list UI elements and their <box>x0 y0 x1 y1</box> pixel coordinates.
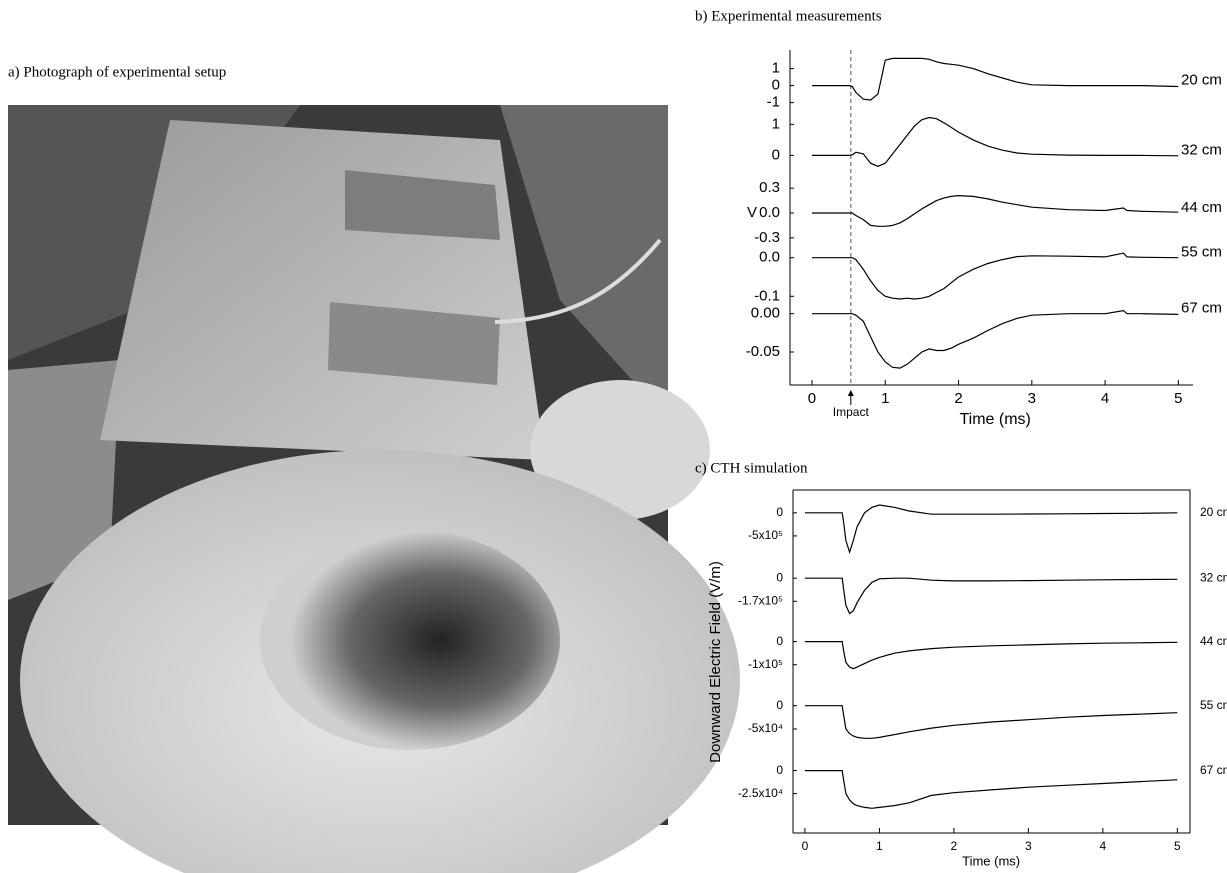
series-label: 32 cm <box>1181 141 1222 158</box>
series-label: 32 cm <box>1200 570 1227 584</box>
x-tick-label: 4 <box>1101 390 1109 407</box>
y-tick-label: -1.7x10⁵ <box>738 593 783 607</box>
x-tick-label: 5 <box>1174 839 1181 853</box>
y-tick-label: 0.0 <box>759 204 780 221</box>
series-label: 55 cm <box>1181 244 1222 261</box>
series-label: 44 cm <box>1181 199 1222 216</box>
trace <box>812 116 1179 167</box>
y-tick-label: 1 <box>772 115 780 132</box>
x-tick-label: 5 <box>1174 390 1182 407</box>
y-axis-label: Downward Electric Field (V/m) <box>707 561 724 763</box>
y-tick-label: 0 <box>776 505 783 519</box>
panel-title: a) Photograph of experimental setup <box>8 64 226 80</box>
x-axis-label: Time (ms) <box>959 411 1030 428</box>
y-tick-label: -0.3 <box>754 229 780 246</box>
y-tick-label: 0 <box>772 146 780 163</box>
trace <box>804 705 1178 739</box>
y-tick-label: 0 <box>776 634 783 648</box>
y-tick-label: -0.05 <box>746 343 780 360</box>
y-tick-label: 1 <box>772 60 780 77</box>
x-tick-label: 3 <box>1025 839 1032 853</box>
x-tick-label: 1 <box>876 839 883 853</box>
x-tick-label: 1 <box>881 390 889 407</box>
series-label: 67 cm <box>1200 763 1227 777</box>
y-tick-label: 0 <box>776 570 783 584</box>
series-label: 20 cm <box>1200 505 1227 519</box>
x-tick-label: 3 <box>1028 390 1036 407</box>
y-axis-label: V <box>747 204 757 221</box>
trace <box>812 57 1179 101</box>
x-tick-label: 2 <box>954 390 962 407</box>
y-tick-label: 0.3 <box>759 179 780 196</box>
trace <box>812 194 1179 227</box>
x-tick-label: 0 <box>802 839 809 853</box>
y-tick-label: -0.1 <box>754 287 780 304</box>
x-tick-label: 0 <box>808 390 816 407</box>
trace <box>804 641 1178 670</box>
trace <box>804 770 1178 809</box>
y-tick-label: -1x10⁵ <box>748 657 783 671</box>
annotation: Impact <box>833 405 870 419</box>
trace <box>804 577 1178 615</box>
y-tick-label: 0 <box>772 77 780 94</box>
y-tick-label: -5x10⁵ <box>748 528 783 542</box>
trace <box>804 504 1178 555</box>
series-label: 67 cm <box>1181 300 1222 317</box>
trace <box>812 309 1179 369</box>
y-tick-label: 0 <box>776 763 783 777</box>
impact-arrowhead <box>847 390 854 396</box>
y-tick-label: -2.5x10⁴ <box>738 786 783 800</box>
photograph <box>8 105 740 873</box>
y-tick-label: 0 <box>776 698 783 712</box>
x-axis-label: Time (ms) <box>962 853 1020 868</box>
x-tick-label: 4 <box>1100 839 1107 853</box>
trace <box>812 252 1179 300</box>
y-tick-label: 0.0 <box>759 249 780 266</box>
x-tick-label: 2 <box>951 839 958 853</box>
series-label: 44 cm <box>1200 634 1227 648</box>
chart-title: c) CTH simulation <box>695 460 808 476</box>
chart-title: b) Experimental measurements <box>695 8 882 24</box>
y-tick-label: -5x10⁴ <box>748 721 783 735</box>
y-tick-label: 0.00 <box>751 305 780 322</box>
series-label: 20 cm <box>1181 72 1222 89</box>
series-label: 55 cm <box>1200 698 1227 712</box>
y-tick-label: -1 <box>767 94 780 111</box>
